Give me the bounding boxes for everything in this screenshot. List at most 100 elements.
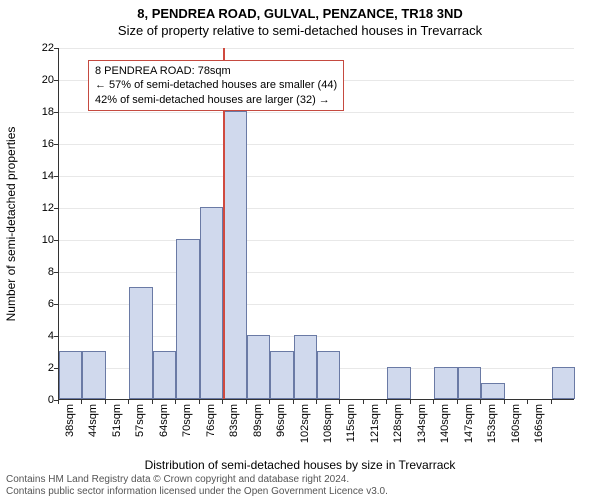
x-tick-label: 160sqm (510, 404, 522, 450)
x-tick-mark (152, 400, 153, 404)
x-tick-mark (128, 400, 129, 404)
x-tick-label: 44sqm (87, 404, 99, 450)
x-tick-label: 134sqm (416, 404, 428, 450)
x-tick-mark (269, 400, 270, 404)
footer-line-1: Contains HM Land Registry data © Crown c… (6, 474, 388, 486)
x-tick-mark (433, 400, 434, 404)
annot-line-2: ← 57% of semi-detached houses are smalle… (95, 78, 337, 92)
x-tick-mark (480, 400, 481, 404)
title-sub: Size of property relative to semi-detach… (0, 21, 600, 38)
y-tick-label: 22 (34, 42, 54, 54)
y-tick-label: 6 (34, 298, 54, 310)
annotation-box: 8 PENDREA ROAD: 78sqm ← 57% of semi-deta… (88, 60, 344, 111)
x-tick-label: 38sqm (64, 404, 76, 450)
y-tick-label: 0 (34, 394, 54, 406)
x-tick-label: 121sqm (369, 404, 381, 450)
x-tick-label: 128sqm (392, 404, 404, 450)
y-tick-mark (54, 144, 58, 145)
bar (82, 351, 105, 399)
footer-line-2: Contains public sector information licen… (6, 486, 388, 498)
x-tick-mark (246, 400, 247, 404)
chart-caption: Distribution of semi-detached houses by … (0, 458, 600, 472)
x-tick-label: 51sqm (111, 404, 123, 450)
x-tick-label: 140sqm (439, 404, 451, 450)
x-tick-label: 64sqm (158, 404, 170, 450)
y-tick-mark (54, 368, 58, 369)
bar (200, 207, 223, 399)
x-tick-label: 115sqm (345, 404, 357, 450)
y-tick-mark (54, 272, 58, 273)
y-tick-mark (54, 176, 58, 177)
gridline (59, 272, 574, 273)
annot-line-1: 8 PENDREA ROAD: 78sqm (95, 64, 337, 78)
title-main: 8, PENDREA ROAD, GULVAL, PENZANCE, TR18 … (0, 0, 600, 21)
x-tick-mark (175, 400, 176, 404)
y-tick-mark (54, 208, 58, 209)
x-tick-mark (363, 400, 364, 404)
bar (458, 367, 481, 399)
bar (153, 351, 176, 399)
y-tick-mark (54, 48, 58, 49)
bar (387, 367, 410, 399)
bar (176, 239, 199, 399)
y-tick-mark (54, 240, 58, 241)
x-tick-label: 83sqm (228, 404, 240, 450)
y-tick-label: 12 (34, 202, 54, 214)
footer-attribution: Contains HM Land Registry data © Crown c… (6, 474, 388, 498)
bar (247, 335, 270, 399)
gridline (59, 112, 574, 113)
gridline (59, 208, 574, 209)
bar (294, 335, 317, 399)
x-tick-label: 108sqm (322, 404, 334, 450)
bar (317, 351, 340, 399)
x-tick-label: 147sqm (463, 404, 475, 450)
x-tick-mark (410, 400, 411, 404)
bar (59, 351, 82, 399)
annot-line-3: 42% of semi-detached houses are larger (… (95, 93, 337, 107)
x-tick-mark (527, 400, 528, 404)
y-tick-label: 14 (34, 170, 54, 182)
bar (270, 351, 293, 399)
x-tick-mark (81, 400, 82, 404)
x-tick-mark (551, 400, 552, 404)
x-tick-mark (386, 400, 387, 404)
y-tick-mark (54, 336, 58, 337)
gridline (59, 240, 574, 241)
x-tick-label: 70sqm (181, 404, 193, 450)
bar (434, 367, 457, 399)
y-tick-label: 20 (34, 74, 54, 86)
gridline (59, 48, 574, 49)
gridline (59, 144, 574, 145)
x-tick-label: 89sqm (252, 404, 264, 450)
y-tick-mark (54, 80, 58, 81)
x-tick-label: 96sqm (275, 404, 287, 450)
bar (223, 111, 246, 399)
x-tick-label: 102sqm (299, 404, 311, 450)
y-axis-label: Number of semi-detached properties (4, 127, 18, 322)
bar (481, 383, 504, 399)
x-tick-label: 76sqm (205, 404, 217, 450)
y-tick-label: 18 (34, 106, 54, 118)
x-tick-mark (504, 400, 505, 404)
bar (129, 287, 152, 399)
y-tick-mark (54, 304, 58, 305)
x-tick-mark (457, 400, 458, 404)
x-tick-mark (222, 400, 223, 404)
x-tick-mark (105, 400, 106, 404)
x-tick-label: 166sqm (533, 404, 545, 450)
x-tick-mark (58, 400, 59, 404)
y-tick-label: 16 (34, 138, 54, 150)
x-tick-mark (293, 400, 294, 404)
x-tick-mark (199, 400, 200, 404)
x-tick-mark (339, 400, 340, 404)
y-tick-label: 8 (34, 266, 54, 278)
x-tick-mark (316, 400, 317, 404)
y-tick-label: 10 (34, 234, 54, 246)
x-tick-label: 57sqm (134, 404, 146, 450)
x-tick-label: 153sqm (486, 404, 498, 450)
gridline (59, 176, 574, 177)
bar (552, 367, 575, 399)
y-tick-mark (54, 112, 58, 113)
y-tick-label: 2 (34, 362, 54, 374)
y-tick-label: 4 (34, 330, 54, 342)
